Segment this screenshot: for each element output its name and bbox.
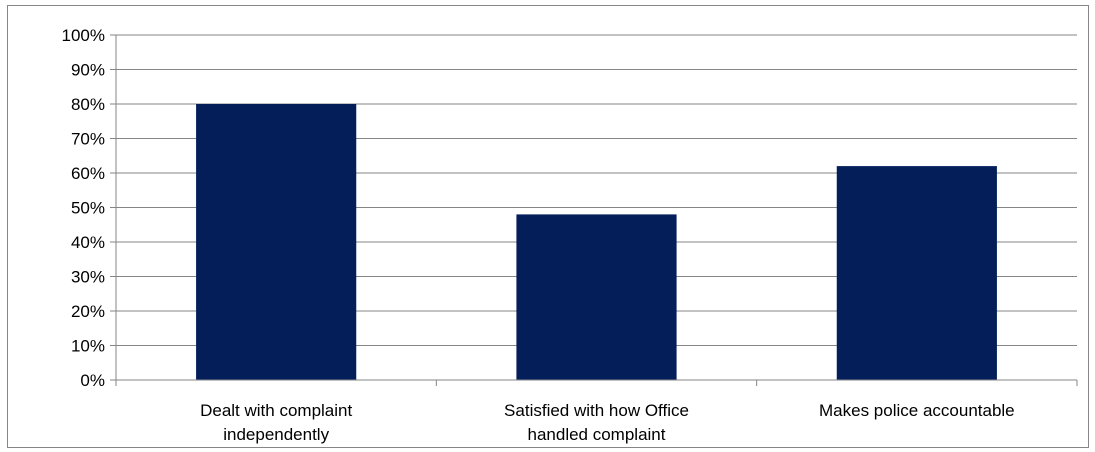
- y-tick-label: 80%: [71, 95, 105, 114]
- y-tick-label: 10%: [71, 337, 105, 356]
- x-category-labels: Dealt with complaint independently Satisfi…: [200, 401, 1015, 444]
- bar: [196, 104, 357, 380]
- y-tick-label: 100%: [62, 26, 105, 45]
- x-category-label: Makes police accountable: [819, 401, 1015, 420]
- y-tick-label: 60%: [71, 164, 105, 183]
- y-tick-label: 40%: [71, 233, 105, 252]
- y-tick-label: 30%: [71, 268, 105, 287]
- y-tick-label: 70%: [71, 130, 105, 149]
- x-category-label: Satisfied with how Office handled complai…: [504, 401, 689, 444]
- y-tick-label: 90%: [71, 61, 105, 80]
- bar: [516, 214, 677, 380]
- bar: [836, 166, 997, 380]
- y-tick-label: 50%: [71, 199, 105, 218]
- bars: [196, 104, 997, 380]
- x-category-label: Dealt with complaint independently: [200, 401, 352, 444]
- axes: [110, 34, 1078, 386]
- y-tick-labels: 0% 10% 20% 30% 40% 50% 60% 70% 80% 90% 100%: [62, 26, 105, 390]
- y-tick-label: 20%: [71, 302, 105, 321]
- y-tick-label: 0%: [80, 371, 105, 390]
